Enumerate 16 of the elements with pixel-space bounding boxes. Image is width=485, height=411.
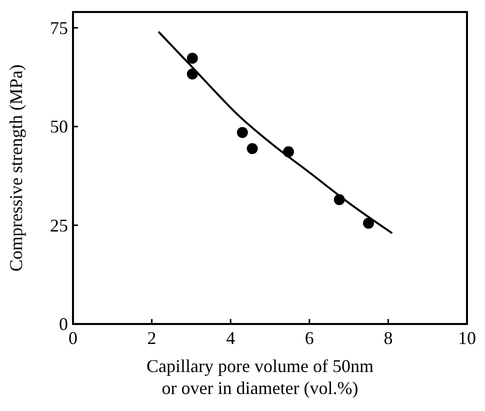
y-tick-label: 75 [50, 18, 68, 38]
point [186, 52, 198, 64]
point [236, 126, 248, 138]
point [246, 143, 258, 154]
y-tick-label: 25 [50, 215, 68, 236]
x-tick-label: 2 [147, 328, 156, 348]
x-tick-label: 6 [304, 328, 314, 348]
y-tick-label: 50 [50, 116, 68, 137]
y-axis-title: Compressive strength (MPa) [6, 64, 26, 272]
x-tick-label: 8 [384, 328, 393, 348]
point [363, 218, 374, 229]
x-tick-label: 10 [458, 328, 476, 348]
x-axis-title: Capillary pore volume of 50nm or over in diameter (vol.%) [146, 356, 374, 398]
x-tick-label: 4 [226, 328, 236, 348]
y-tick-label: 0 [59, 314, 68, 334]
line-series [158, 30, 394, 234]
